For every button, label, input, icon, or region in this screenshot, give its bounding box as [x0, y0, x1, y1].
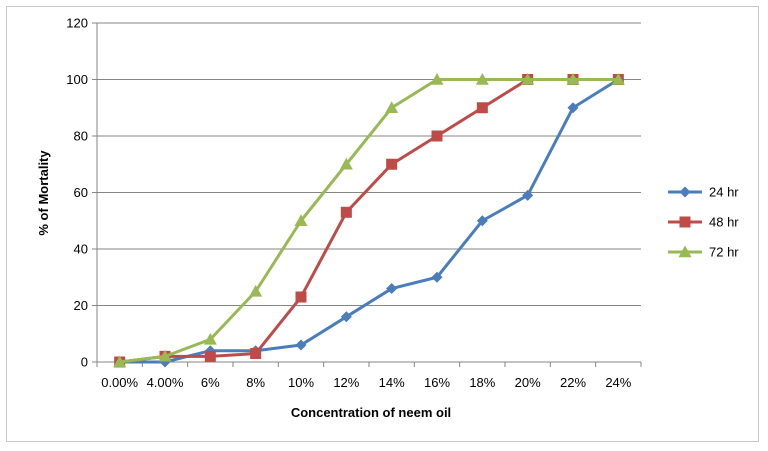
series-line-24-hr [119, 78, 620, 364]
legend-marker-48-hr [679, 216, 691, 228]
data-point-48-hr [340, 206, 352, 218]
y-tick-label: 80 [74, 129, 88, 144]
series-line-48-hr [119, 78, 619, 364]
data-point-24-hr [431, 271, 443, 283]
legend-label-24-hr: 24 hr [709, 185, 739, 200]
legend: 24 hr 48 hr 72 hr [668, 185, 739, 260]
x-tick-label: 6% [201, 375, 220, 390]
data-point-72-hr [294, 214, 308, 226]
legend-marker-24-hr [679, 186, 691, 198]
chart-frame [6, 6, 759, 442]
data-point-48-hr [204, 350, 216, 362]
x-tick-label: 18% [469, 375, 495, 390]
x-tick-label: 24% [605, 375, 631, 390]
legend-label-72-hr: 72 hr [709, 245, 739, 260]
axes: 0 20 40 60 80 100 120 0.00% 4.00% 6% 8% 10% 12% 14% 16… [66, 16, 642, 390]
legend-item-72-hr: 72 hr [668, 245, 739, 260]
data-point-48-hr [295, 291, 307, 303]
x-tick-label: 0.00% [101, 375, 138, 390]
data-point-72-hr [158, 349, 172, 362]
data-point-48-hr [431, 130, 443, 142]
series-layer [113, 73, 625, 368]
series-72-hr [113, 73, 625, 368]
y-tick-label: 0 [81, 355, 88, 370]
x-tick-label: 16% [424, 375, 450, 390]
data-point-48-hr [476, 102, 488, 114]
series-24-hr [114, 74, 624, 368]
data-point-24-hr [340, 311, 352, 323]
gridlines [97, 22, 641, 306]
data-point-72-hr [521, 73, 535, 85]
x-tick-label: 12% [333, 375, 359, 390]
legend-item-24-hr: 24 hr [668, 185, 739, 200]
y-tick-label: 40 [74, 242, 88, 257]
x-axis-title: Concentration of neem oil [291, 405, 451, 420]
series-48-hr [114, 74, 624, 368]
data-point-72-hr [475, 73, 489, 85]
data-point-72-hr [249, 284, 263, 297]
data-point-72-hr [385, 101, 399, 113]
data-point-72-hr [339, 157, 353, 170]
x-tick-label: 4.00% [147, 375, 184, 390]
data-point-72-hr [430, 73, 444, 85]
legend-marker-72-hr [678, 245, 692, 258]
data-point-48-hr [250, 348, 262, 360]
x-tick-label: 14% [379, 375, 405, 390]
x-tick-label: 10% [288, 375, 314, 390]
series-line-72-hr [119, 78, 619, 364]
x-tick-label: 8% [246, 375, 265, 390]
y-tick-label: 60 [74, 185, 88, 200]
data-point-24-hr [295, 339, 307, 351]
data-point-24-hr [567, 102, 579, 114]
y-axis-title: % of Mortality [36, 150, 51, 236]
data-point-24-hr [386, 283, 398, 295]
data-point-24-hr [476, 215, 488, 227]
data-point-72-hr [566, 73, 580, 85]
y-tick-label: 100 [66, 72, 88, 87]
data-point-72-hr [113, 355, 127, 368]
data-point-24-hr [522, 189, 534, 201]
y-tick-label: 20 [74, 298, 88, 313]
legend-label-48-hr: 48 hr [709, 215, 739, 230]
legend-item-48-hr: 48 hr [668, 215, 739, 230]
data-point-72-hr [203, 332, 217, 345]
x-tick-label: 22% [560, 375, 586, 390]
data-point-48-hr [386, 158, 398, 170]
data-point-72-hr [611, 73, 625, 85]
y-tick-label: 120 [66, 16, 88, 31]
x-tick-label: 20% [515, 375, 541, 390]
